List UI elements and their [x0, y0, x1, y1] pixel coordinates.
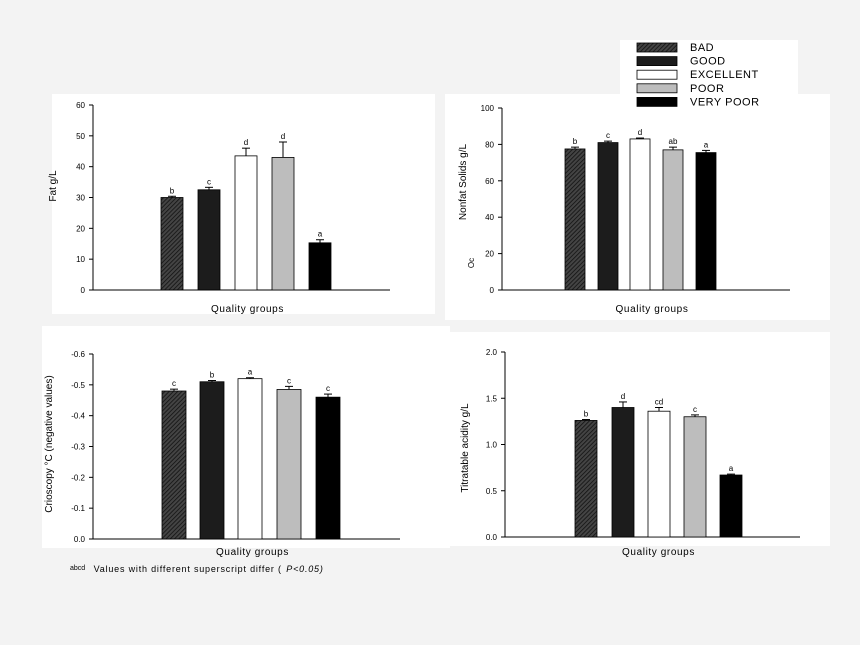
bar-poor: [276, 389, 302, 540]
y-tick-label: 1.5: [486, 394, 498, 403]
y-tick-label: 0.5: [486, 487, 498, 496]
bar-poor: [683, 416, 707, 538]
legend-swatch-bad: [636, 42, 678, 53]
y-tick-label: 40: [485, 213, 494, 222]
bar-bad: [160, 197, 184, 291]
bar-excellent: [234, 155, 258, 291]
y-tick-label: 80: [485, 140, 494, 149]
significance-letter-very-poor: c: [326, 384, 330, 393]
legend-label-very-poor: VERY POOR: [690, 96, 760, 108]
x-axis-label: Quality groups: [622, 547, 695, 558]
y-tick-label: 50: [76, 132, 85, 141]
bar-poor: [271, 157, 295, 291]
significance-letter-bad: b: [584, 410, 589, 419]
bar-bad: [161, 390, 187, 540]
bar-bad: [574, 420, 598, 538]
bar-bad: [564, 148, 586, 291]
significance-letter-excellent: a: [248, 368, 253, 377]
y-tick-label: -0.3: [71, 443, 85, 452]
bar-very-poor: [308, 242, 332, 291]
footnote-text: Values with different superscript differ…: [94, 564, 282, 574]
y-tick-label: 0: [81, 286, 86, 295]
bar-very-poor: [719, 474, 743, 538]
nonfat-solids-chart: 0 20 40 60 80 100 b c d ab a Quality groups Nonfat S…: [458, 104, 790, 315]
y-axis-label: Fat g/L: [48, 170, 59, 202]
y-tick-label: -0.5: [71, 381, 85, 390]
y-tick-label: 0.0: [486, 533, 498, 542]
bar-good: [611, 407, 635, 538]
y-tick-label: -0.4: [71, 412, 85, 421]
y-axis-label: Titratable acidity g/L: [460, 403, 471, 493]
significance-letter-poor: c: [287, 376, 291, 385]
fat-chart: 0 10 20 30 40 50 60 b c d d a Quality groups Fat g/L: [48, 101, 390, 315]
x-axis-label: Quality groups: [616, 304, 689, 315]
legend-swatch-excellent: [636, 69, 678, 80]
significance-letter-bad: c: [172, 379, 176, 388]
significance-letter-good: c: [606, 131, 610, 140]
x-axis-label: Quality groups: [211, 304, 284, 315]
y-axis-extra-label: Oc: [467, 258, 476, 268]
y-tick-label: 20: [76, 224, 85, 233]
significance-letter-bad: b: [170, 186, 175, 195]
y-tick-label: -0.6: [71, 350, 85, 359]
legend-swatch-good: [636, 56, 678, 66]
significance-letter-very-poor: a: [318, 230, 323, 239]
bar-good: [199, 381, 225, 540]
footnote-superscript: abcd: [70, 565, 85, 572]
significance-letter-very-poor: a: [729, 464, 734, 473]
x-axis-label: Quality groups: [216, 547, 289, 558]
significance-letter-good: d: [621, 392, 625, 401]
y-axis-label: Nonfat Solids g/L: [458, 143, 469, 220]
footnote: abcd Values with different superscript d…: [70, 557, 324, 576]
y-tick-label: 100: [481, 104, 495, 113]
significance-letter-excellent: cd: [655, 398, 663, 407]
crioscopy-chart: 0.0 -0.1 -0.2 -0.3 -0.4 -0.5 -0.6 c b a c c Quality …: [44, 350, 400, 558]
significance-letter-good: c: [207, 177, 211, 186]
significance-letter-good: b: [210, 371, 215, 380]
y-tick-label: 40: [76, 163, 85, 172]
y-axis-label: Crioscopy °C (negative values): [44, 375, 55, 512]
titratable-acidity-chart: 0.0 0.5 1.0 1.5 2.0 b d cd c a Quality groups Titra…: [460, 348, 800, 558]
y-tick-label: 10: [76, 255, 85, 264]
y-tick-label: 0.0: [74, 535, 86, 544]
y-tick-label: 20: [485, 250, 494, 259]
y-tick-label: 60: [485, 177, 494, 186]
panel-acidity-bg: [450, 332, 830, 546]
bar-poor: [662, 149, 684, 291]
significance-letter-poor: d: [281, 132, 285, 141]
legend-label-poor: POOR: [690, 83, 724, 95]
bar-good: [597, 142, 619, 291]
bar-very-poor: [695, 152, 717, 291]
bar-good: [197, 189, 221, 291]
y-tick-label: 0: [490, 286, 495, 295]
y-tick-label: 2.0: [486, 348, 498, 357]
y-tick-label: 1.0: [486, 441, 498, 450]
significance-letter-excellent: d: [638, 128, 642, 137]
legend-label-good: GOOD: [690, 56, 726, 68]
y-tick-label: -0.2: [71, 473, 85, 482]
legend-label-excellent: EXCELLENT: [690, 69, 759, 81]
bar-excellent: [647, 410, 671, 538]
significance-letter-poor: ab: [669, 137, 678, 146]
bar-excellent: [629, 138, 651, 291]
y-tick-label: 60: [76, 101, 85, 110]
legend-label-bad: BAD: [690, 42, 714, 54]
significance-letter-poor: c: [693, 405, 697, 414]
bar-very-poor: [315, 396, 341, 540]
significance-letter-very-poor: a: [704, 140, 709, 149]
legend-swatch-poor: [636, 83, 678, 94]
footnote-p-value: P<0.05): [286, 564, 323, 574]
bar-excellent: [237, 378, 263, 540]
y-tick-label: -0.1: [71, 504, 85, 513]
significance-letter-excellent: d: [244, 138, 248, 147]
y-tick-label: 30: [76, 194, 85, 203]
legend-swatch-very-poor: [636, 97, 678, 107]
significance-letter-bad: b: [573, 137, 578, 146]
